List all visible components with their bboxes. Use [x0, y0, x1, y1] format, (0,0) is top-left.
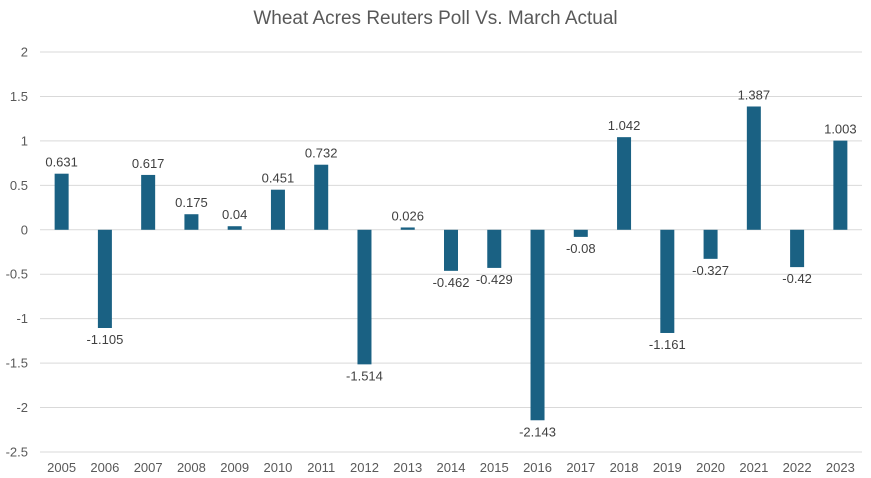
data-label: -0.327 — [692, 263, 729, 278]
x-tick-label: 2022 — [783, 460, 812, 475]
bar — [227, 226, 242, 230]
y-tick-label: 0.5 — [10, 178, 28, 193]
y-tick-label: -2.5 — [6, 445, 28, 460]
bar — [400, 227, 415, 230]
x-tick-label: 2015 — [480, 460, 509, 475]
bar — [314, 164, 329, 230]
x-tick-label: 2016 — [523, 460, 552, 475]
x-tick-label: 2010 — [263, 460, 292, 475]
x-tick-label: 2011 — [307, 460, 335, 475]
x-tick-label: 2023 — [826, 460, 855, 475]
bar — [270, 189, 285, 230]
data-label: -1.161 — [649, 337, 686, 352]
bar — [487, 229, 502, 268]
bar — [184, 214, 199, 230]
x-tick-label: 2014 — [437, 460, 466, 475]
y-tick-label: 2 — [21, 45, 28, 60]
x-tick-label: 2017 — [566, 460, 595, 475]
x-tick-label: 2018 — [610, 460, 639, 475]
y-tick-label: -1 — [16, 311, 28, 326]
data-label: 1.387 — [738, 87, 771, 102]
x-tick-label: 2021 — [739, 460, 768, 475]
data-label: 0.04 — [222, 207, 247, 222]
data-label: -1.105 — [86, 332, 123, 347]
x-tick-label: 2019 — [653, 460, 682, 475]
data-label: 1.042 — [608, 118, 641, 133]
y-tick-label: 0 — [21, 222, 28, 237]
y-tick-label: 1.5 — [10, 89, 28, 104]
bar — [703, 229, 718, 259]
bar — [141, 174, 156, 230]
x-tick-label: 2013 — [393, 460, 422, 475]
data-label: 0.451 — [262, 171, 295, 186]
data-label: -0.42 — [782, 271, 812, 286]
bar — [790, 229, 805, 268]
x-tick-label: 2005 — [47, 460, 76, 475]
data-label: -0.462 — [433, 275, 470, 290]
chart-title: Wheat Acres Reuters Poll Vs. March Actua… — [253, 8, 618, 29]
data-label: -2.143 — [519, 424, 556, 439]
bar — [746, 106, 761, 230]
bar — [54, 173, 69, 230]
y-tick-label: -2 — [16, 400, 28, 415]
data-label: 0.732 — [305, 146, 338, 161]
data-label: 0.026 — [391, 208, 424, 223]
bar — [617, 137, 632, 230]
data-label: -1.514 — [346, 368, 383, 383]
y-tick-label: -0.5 — [6, 267, 28, 282]
bar — [833, 140, 848, 230]
x-tick-label: 2020 — [696, 460, 725, 475]
x-tick-label: 2009 — [220, 460, 249, 475]
bar — [357, 229, 372, 365]
x-tick-label: 2006 — [90, 460, 119, 475]
bar — [660, 229, 675, 333]
bar — [444, 229, 458, 271]
data-label: 0.631 — [45, 155, 78, 170]
data-label: -0.08 — [566, 241, 596, 256]
bar — [97, 229, 112, 328]
y-tick-label: 1 — [21, 133, 28, 148]
data-label: 0.175 — [175, 195, 208, 210]
y-tick-label: -1.5 — [6, 356, 28, 371]
x-tick-label: 2008 — [177, 460, 206, 475]
x-tick-label: 2012 — [350, 460, 379, 475]
bar — [530, 229, 545, 421]
data-label: 1.003 — [824, 122, 857, 137]
data-label: -0.429 — [476, 272, 513, 287]
data-label: 0.617 — [132, 156, 165, 171]
bar — [573, 229, 588, 237]
x-tick-label: 2007 — [134, 460, 163, 475]
